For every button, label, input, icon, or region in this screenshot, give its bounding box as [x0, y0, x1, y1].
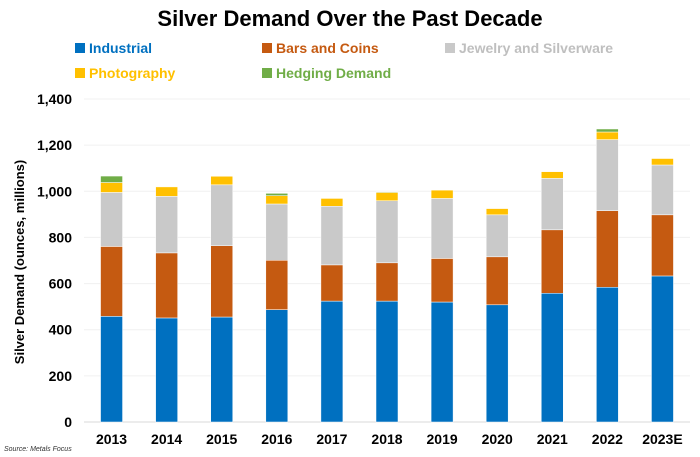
bar-segment-industrial — [100, 316, 123, 423]
x-tick-label: 2013 — [96, 431, 127, 447]
x-tick-label: 2019 — [427, 431, 458, 447]
y-tick-label: 200 — [49, 368, 73, 384]
legend-item-bars-and-coins: Bars and Coins — [262, 40, 379, 56]
x-tick-label: 2014 — [151, 431, 182, 447]
y-tick-label: 1,000 — [37, 183, 72, 199]
bar-segment-industrial — [651, 275, 674, 423]
bar-segment-jewelry-and-silverware — [651, 164, 674, 216]
bar-segment-jewelry-and-silverware — [596, 139, 619, 211]
legend-item-hedging: Hedging Demand — [262, 65, 391, 81]
bar-segment-bars-and-coins — [210, 245, 233, 318]
legend-item-photography: Photography — [75, 65, 175, 81]
bar-segment-jewelry-and-silverware — [430, 198, 454, 259]
bar-segment-industrial — [265, 309, 289, 423]
x-tick-label: 2017 — [316, 431, 347, 447]
legend-item-industrial: Industrial — [75, 40, 152, 56]
x-tick-label: 2020 — [482, 431, 513, 447]
bar-segment-hedging-demand — [375, 191, 399, 193]
bar-segment-bars-and-coins — [265, 260, 289, 310]
bar-segment-jewelry-and-silverware — [541, 178, 564, 231]
legend-label: Industrial — [89, 40, 153, 56]
legend-item-jewelry: Jewelry and Silverware — [445, 40, 613, 56]
x-tick-label: 2016 — [261, 431, 292, 447]
x-tick-label: 2023E — [642, 431, 682, 447]
y-axis-label: Silver Demand (ounces, millions) — [12, 160, 27, 364]
legend-swatch — [75, 43, 85, 53]
bar-segment-photography — [210, 176, 233, 186]
legend-swatch — [262, 43, 272, 53]
legend-label: Hedging Demand — [276, 65, 392, 81]
bar-segment-photography — [375, 192, 399, 201]
bar-segment-bars-and-coins — [155, 252, 178, 319]
x-tick-label: 2021 — [537, 431, 568, 447]
x-tick-label: 2015 — [206, 431, 237, 447]
bar-segment-bars-and-coins — [541, 229, 564, 294]
legend-label: Jewelry and Silverware — [459, 40, 614, 56]
legend-label: Bars and Coins — [276, 40, 379, 56]
bar-segment-photography — [485, 208, 509, 216]
bar-segment-hedging-demand — [265, 193, 289, 196]
bar-segment-photography — [265, 195, 289, 205]
bar-segment-bars-and-coins — [651, 214, 674, 277]
legend-swatch — [75, 68, 85, 78]
y-tick-label: 600 — [49, 276, 73, 292]
bar-segment-jewelry-and-silverware — [485, 214, 509, 258]
bar-segment-bars-and-coins — [596, 210, 619, 288]
bar-segment-jewelry-and-silverware — [265, 203, 289, 261]
y-tick-label: 800 — [49, 229, 73, 245]
bar-segment-photography — [541, 171, 564, 179]
legend-swatch — [445, 43, 455, 53]
bar-segment-photography — [596, 131, 619, 140]
bar-segment-photography — [320, 198, 344, 207]
bar-segment-industrial — [155, 317, 178, 423]
y-tick-label: 0 — [64, 414, 72, 430]
bar-segment-bars-and-coins — [100, 246, 123, 317]
bar-segment-hedging-demand — [596, 128, 619, 133]
source-note: Source: Metals Focus — [4, 446, 72, 453]
bar-segment-industrial — [430, 301, 454, 423]
bar-segment-photography — [155, 186, 178, 197]
bar-segment-jewelry-and-silverware — [210, 184, 233, 246]
y-tick-label: 1,200 — [37, 137, 72, 153]
bar-segment-photography — [651, 158, 674, 166]
x-tick-label: 2018 — [371, 431, 402, 447]
bar-segment-industrial — [320, 300, 344, 423]
bar-segment-industrial — [485, 304, 509, 423]
bar-segment-jewelry-and-silverware — [375, 200, 399, 264]
bar-segment-photography — [430, 189, 454, 199]
y-tick-label: 400 — [49, 322, 73, 338]
bar-segment-jewelry-and-silverware — [320, 206, 344, 266]
y-tick-label: 1,400 — [37, 91, 72, 107]
bar-segment-bars-and-coins — [375, 262, 399, 302]
chart-title: Silver Demand Over the Past Decade — [157, 6, 543, 31]
bar-segment-bars-and-coins — [485, 256, 509, 306]
bar-segment-industrial — [596, 287, 619, 423]
bar-segment-jewelry-and-silverware — [155, 196, 178, 254]
bar-segment-industrial — [541, 293, 564, 423]
bar-segment-bars-and-coins — [320, 264, 344, 302]
bar-segment-bars-and-coins — [430, 258, 454, 303]
bar-segment-hedging-demand — [100, 175, 123, 183]
x-tick-label: 2022 — [592, 431, 623, 447]
bar-segment-jewelry-and-silverware — [100, 192, 123, 247]
legend-label: Photography — [89, 65, 176, 81]
bar-segment-photography — [100, 182, 123, 193]
legend-swatch — [262, 68, 272, 78]
bar-segment-industrial — [210, 316, 233, 423]
bar-segment-industrial — [375, 300, 399, 423]
